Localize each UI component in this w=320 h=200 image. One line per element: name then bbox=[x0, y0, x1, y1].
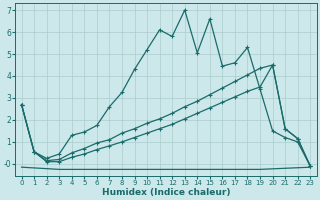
X-axis label: Humidex (Indice chaleur): Humidex (Indice chaleur) bbox=[102, 188, 230, 197]
